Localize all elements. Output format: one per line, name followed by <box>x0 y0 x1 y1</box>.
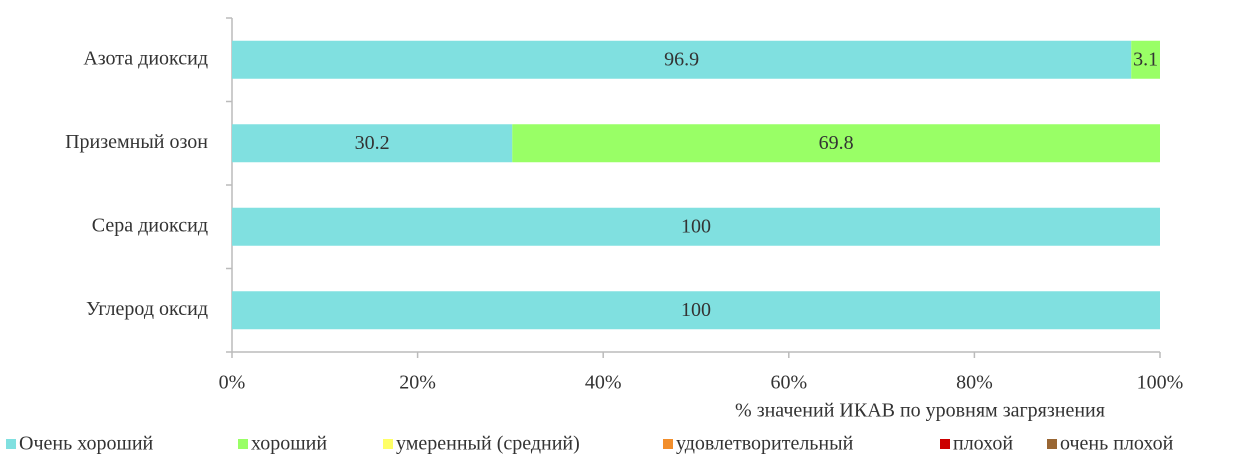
legend-swatch <box>940 439 950 449</box>
legend-label: удовлетворительный <box>676 433 854 455</box>
data-label: 100 <box>681 299 711 321</box>
legend-label: очень плохой <box>1060 433 1174 455</box>
bar-segment <box>232 207 1160 246</box>
bar-segment <box>232 40 1132 79</box>
legend-swatch <box>383 439 393 449</box>
legend-label: умеренный (средний) <box>396 433 580 455</box>
y-tick-label: Сера диоксид <box>92 214 208 236</box>
bar-segment <box>232 291 1160 330</box>
x-tick-label: 40% <box>585 372 622 394</box>
y-tick-label: Приземный озон <box>65 131 208 153</box>
data-label: 100 <box>681 215 711 237</box>
legend-label: хороший <box>251 433 327 455</box>
legend-swatch <box>1047 439 1057 449</box>
x-tick-label: 60% <box>770 372 807 394</box>
x-tick-label: 80% <box>956 372 993 394</box>
legend-swatch <box>663 439 673 449</box>
data-label: 69.8 <box>819 132 854 154</box>
x-tick-label: 100% <box>1137 372 1184 394</box>
legend-swatch <box>238 439 248 449</box>
x-tick-label: 0% <box>219 372 246 394</box>
x-axis-label: % значений ИКАВ по уровням загрязнения <box>735 400 1105 422</box>
bar-segment <box>1131 40 1160 79</box>
y-tick-label: Углерод оксид <box>86 298 208 320</box>
data-label: 3.1 <box>1133 48 1158 70</box>
legend-label: Очень хороший <box>19 433 154 455</box>
y-tick-label: Азота диоксид <box>83 47 208 69</box>
x-tick-label: 20% <box>399 372 436 394</box>
legend-label: плохой <box>953 433 1013 455</box>
bar-segment <box>232 124 513 163</box>
data-label: 30.2 <box>355 132 390 154</box>
data-label: 96.9 <box>664 48 699 70</box>
legend-swatch <box>6 439 16 449</box>
bar-segment <box>512 124 1160 163</box>
